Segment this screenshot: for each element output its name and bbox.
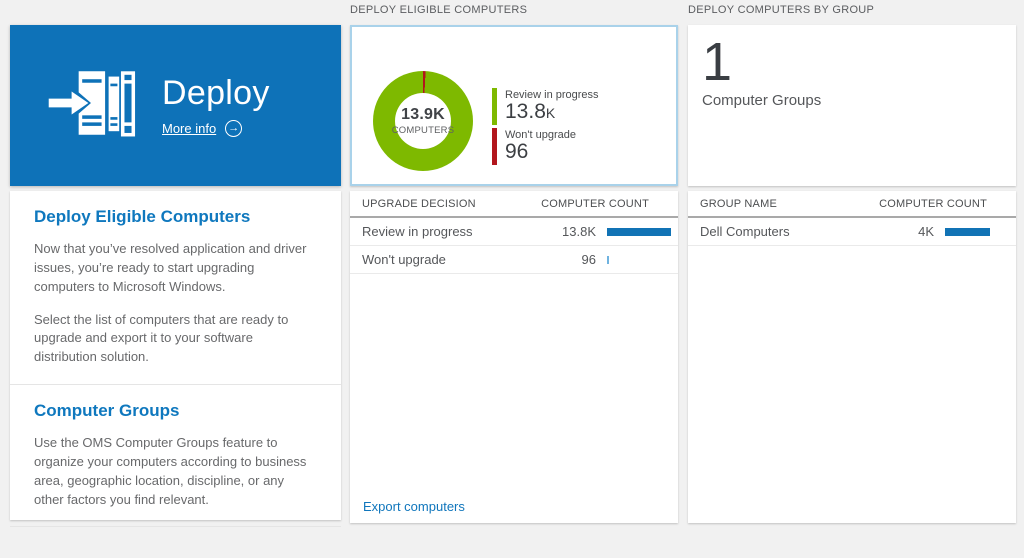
legend-swatch-red	[492, 128, 497, 165]
row-label: Won't upgrade	[362, 252, 446, 267]
section-paragraph: Use the OMS Computer Groups feature to o…	[34, 435, 307, 507]
legend-label: Won't upgrade	[505, 129, 577, 141]
deploy-tile[interactable]: Deploy More info →	[10, 25, 341, 186]
count-bar	[607, 227, 671, 236]
column-header-computer-count: COMPUTER COUNT	[879, 197, 987, 210]
row-bar-container	[607, 227, 671, 236]
count-bar	[607, 255, 609, 264]
section-heading: Computer Groups	[34, 401, 180, 421]
section-computer-groups: Computer Groups Use the OMS Computer Gro…	[10, 385, 341, 528]
middle-column: DEPLOY ELIGIBLE COMPUTERS 13.9K COMPUTER…	[350, 0, 678, 523]
deploy-books-arrow-icon	[46, 66, 136, 145]
left-column: Deploy More info → Deploy Eligible Compu…	[10, 25, 341, 528]
section-heading: Deploy Eligible Computers	[34, 207, 251, 226]
arrow-right-circle-icon[interactable]: →	[225, 120, 243, 137]
donut-center-value: 13.9K	[401, 106, 445, 123]
column-header-upgrade-decision: UPGRADE DECISION	[362, 197, 476, 210]
right-column-header: DEPLOY COMPUTERS BY GROUP	[688, 4, 875, 16]
row-label: Review in progress	[362, 224, 473, 239]
export-computers-link[interactable]: Export computers	[363, 499, 465, 514]
count-bar	[945, 227, 990, 236]
more-info-row: More info →	[162, 120, 270, 137]
row-value: 13.8K	[562, 224, 596, 239]
section-paragraph: Select the list of computers that are re…	[34, 311, 289, 365]
group-count: 1	[702, 32, 733, 92]
group-table: GROUP NAME COMPUTER COUNT Dell Computers…	[688, 191, 1016, 523]
description-panel: Deploy Eligible Computers Now that you’v…	[10, 191, 341, 528]
legend-value: 96	[505, 140, 529, 163]
group-count-label: Computer Groups	[702, 92, 822, 110]
row-label: Dell Computers	[700, 224, 790, 239]
column-header-computer-count: COMPUTER COUNT	[541, 197, 649, 210]
donut-legend: Review in progress 13.8K Won't upgrade 9…	[492, 88, 599, 168]
legend-label: Review in progress	[505, 89, 599, 101]
row-bar-container	[945, 227, 1009, 236]
row-value: 96	[581, 252, 596, 267]
upgrade-decision-table: UPGRADE DECISION COMPUTER COUNT Review i…	[350, 191, 678, 523]
more-info-link[interactable]: More info	[162, 121, 217, 136]
table-header-row: GROUP NAME COMPUTER COUNT	[688, 191, 1016, 218]
eligible-computers-card[interactable]: 13.9K COMPUTERS Review in progress 13.8K…	[350, 25, 678, 186]
table-row[interactable]: Review in progress 13.8K	[350, 218, 678, 246]
upgrade-readiness-deploy-dashboard: Deploy More info → Deploy Eligible Compu…	[10, 0, 1016, 528]
table-header-row: UPGRADE DECISION COMPUTER COUNT	[350, 191, 678, 218]
donut-center: 13.9K COMPUTERS	[392, 93, 454, 149]
table-row[interactable]: Dell Computers 4K	[688, 218, 1016, 246]
section-deploy-eligible: Deploy Eligible Computers Now that you’v…	[10, 191, 341, 386]
table-row[interactable]: Won't upgrade 96	[350, 246, 678, 274]
panel-empty-space	[10, 527, 341, 558]
deploy-tile-text: Deploy More info →	[162, 74, 270, 137]
donut-center-label: COMPUTERS	[391, 125, 455, 136]
legend-item-wont-upgrade: Won't upgrade 96	[492, 128, 599, 165]
section-paragraph: Now that you’ve resolved application and…	[34, 241, 307, 294]
row-value: 4K	[918, 224, 934, 239]
tile-title: Deploy	[162, 74, 270, 112]
computer-groups-summary-card[interactable]: 1 Computer Groups	[688, 25, 1016, 186]
legend-item-review-in-progress: Review in progress 13.8K	[492, 88, 599, 125]
middle-column-header: DEPLOY ELIGIBLE COMPUTERS	[350, 4, 528, 16]
legend-value: 13.8K	[505, 100, 556, 123]
column-header-group-name: GROUP NAME	[700, 197, 777, 210]
donut-chart: 13.9K COMPUTERS	[373, 71, 473, 171]
right-column: DEPLOY COMPUTERS BY GROUP 1 Computer Gro…	[688, 0, 1016, 523]
row-bar-container	[607, 255, 671, 264]
legend-swatch-green	[492, 88, 497, 125]
